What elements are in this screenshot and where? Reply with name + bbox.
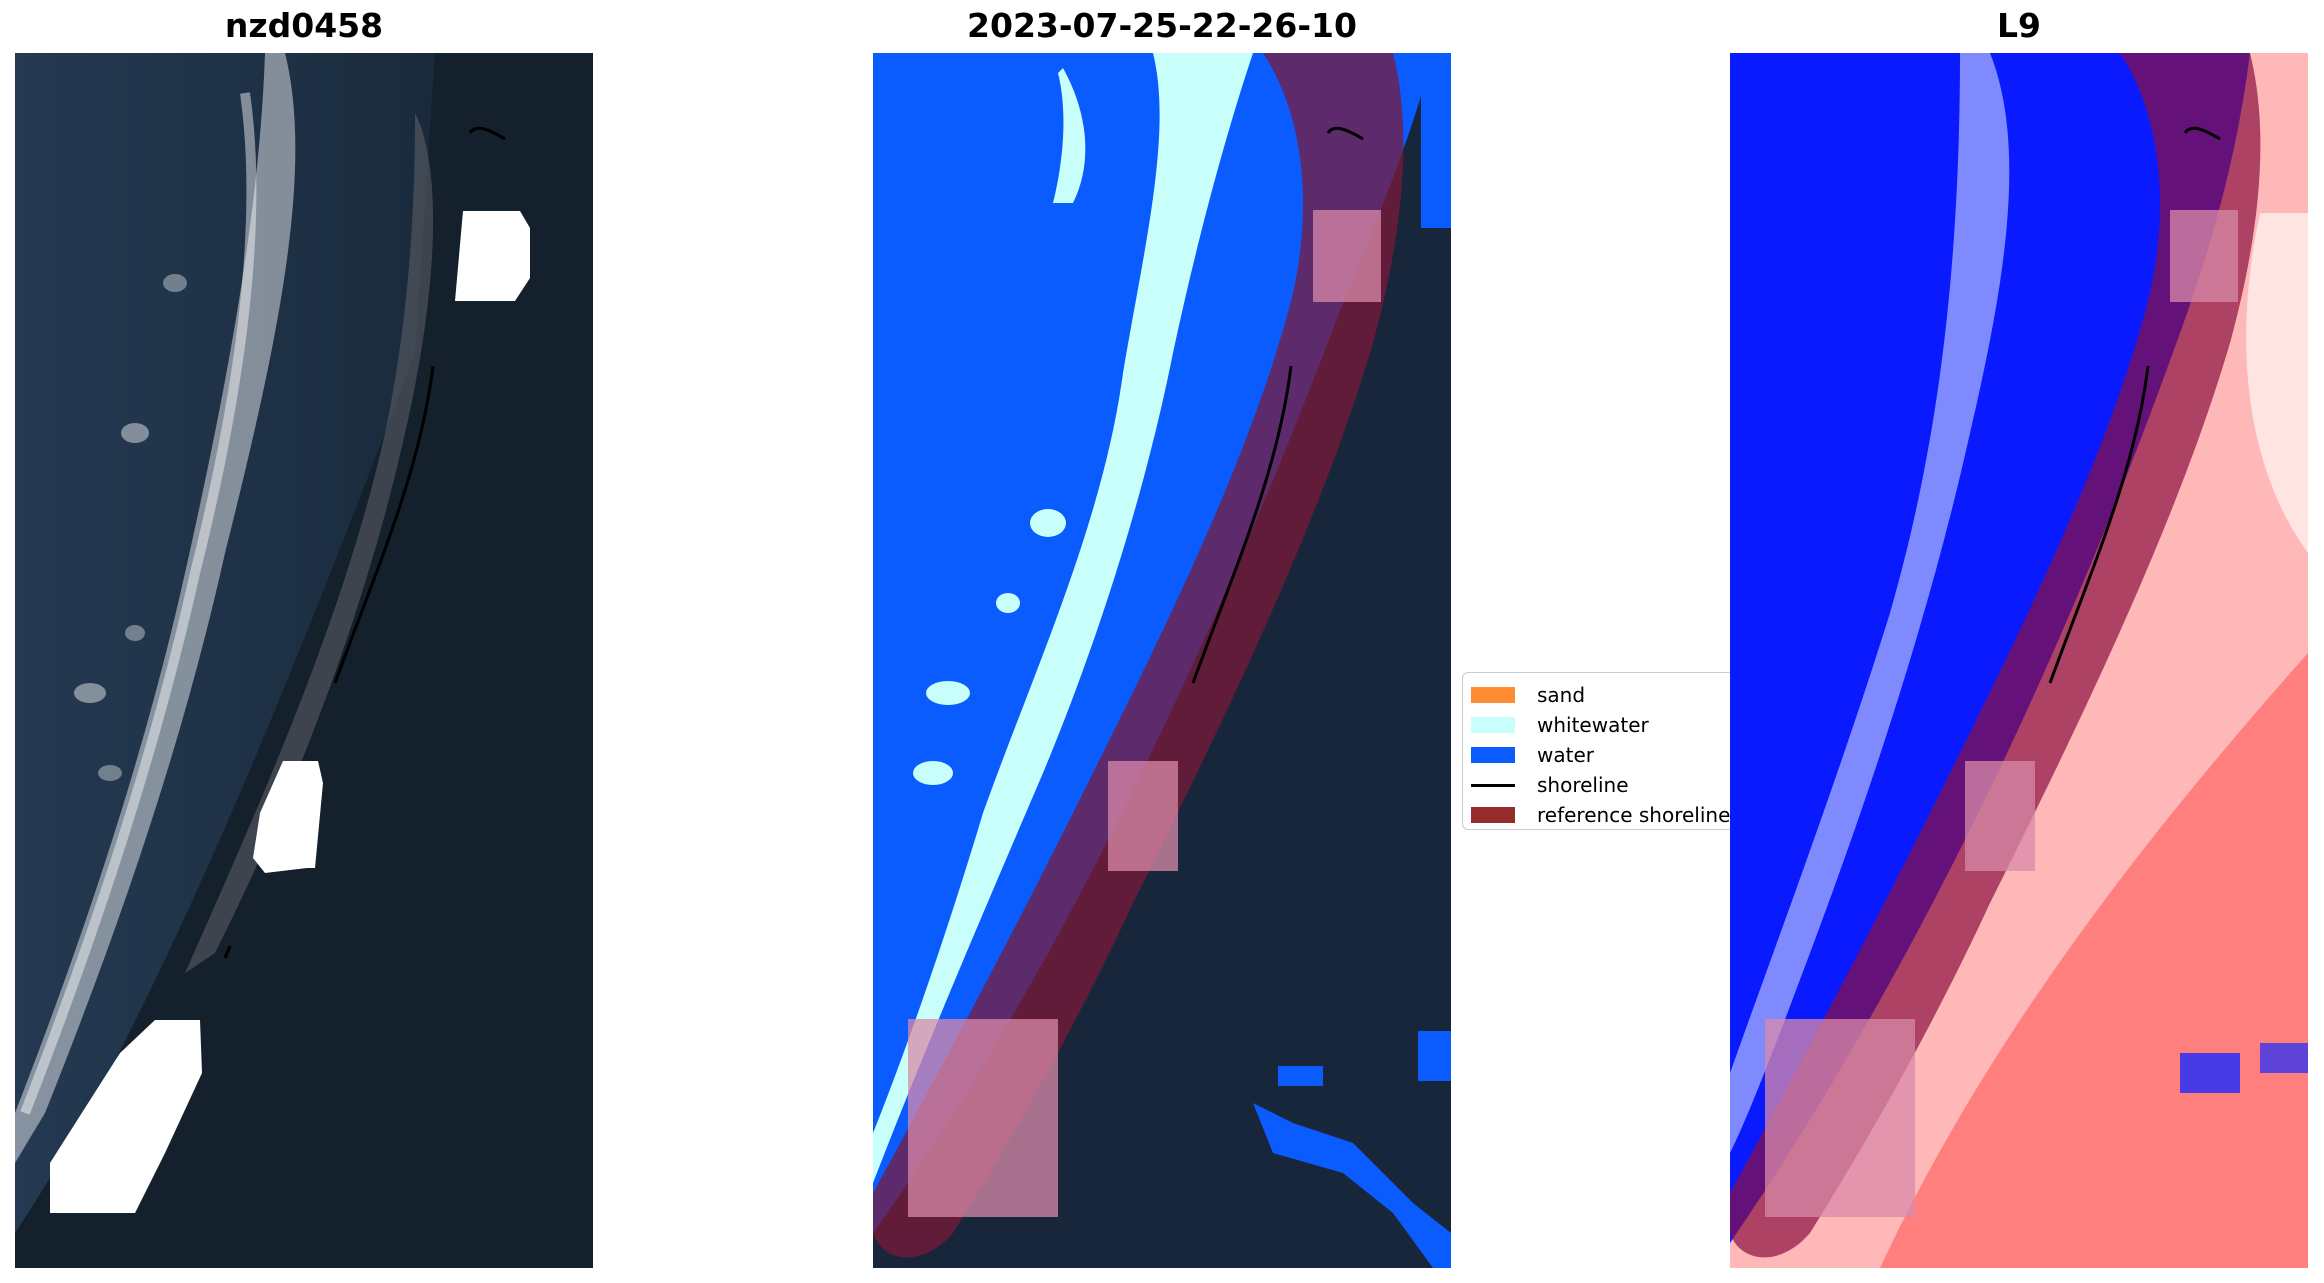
cloud-mask: [253, 761, 323, 873]
shoreline-line: [1191, 365, 1293, 684]
legend-item-reference-shoreline: reference shoreline: [1471, 803, 1730, 827]
legend-swatch: [1471, 807, 1515, 823]
shoreline-line: [2048, 365, 2150, 684]
reference-shoreline-band: [1730, 53, 2261, 1258]
index-image: [1730, 53, 2308, 1268]
classification-panel: [873, 53, 1451, 1268]
legend-label: whitewater: [1537, 713, 1649, 737]
legend-label: shoreline: [1537, 773, 1629, 797]
legend-swatch: [1471, 783, 1515, 787]
legend-swatch: [1471, 687, 1515, 703]
legend-swatch: [1471, 747, 1515, 763]
index-panel: [1730, 53, 2308, 1268]
panel-title-index: L9: [1997, 6, 2041, 45]
rgb-image-panel: [15, 53, 593, 1268]
legend: sand whitewater water shoreline referenc…: [1462, 672, 1734, 830]
legend-label: reference shoreline: [1537, 803, 1731, 827]
reference-shoreline-band: [873, 53, 1404, 1258]
rgb-image: [15, 53, 593, 1268]
legend-item-water: water: [1471, 743, 1594, 767]
legend-label: sand: [1537, 683, 1586, 707]
panel-title-classification: 2023-07-25-22-26-10: [967, 6, 1357, 45]
legend-label: water: [1537, 743, 1594, 767]
panel-title-rgb: nzd0458: [224, 6, 384, 45]
legend-swatch: [1471, 717, 1515, 733]
legend-item-shoreline: shoreline: [1471, 773, 1629, 797]
classification-image: [873, 53, 1451, 1268]
legend-item-whitewater: whitewater: [1471, 713, 1649, 737]
cloud-mask: [455, 211, 530, 301]
cloud-mask: [50, 1020, 202, 1213]
legend-item-sand: sand: [1471, 683, 1585, 707]
shoreline-line: [333, 365, 435, 684]
